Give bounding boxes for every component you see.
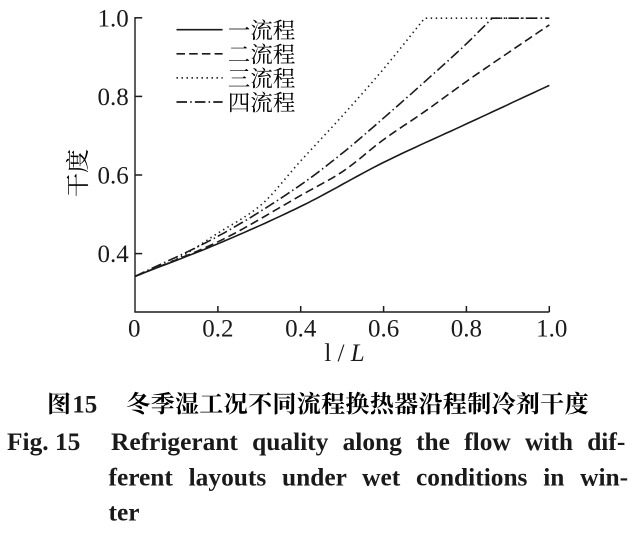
svg-text:ferent layouts under wet condi: ferent layouts under wet conditions in w… xyxy=(109,463,629,491)
svg-text:0.4: 0.4 xyxy=(98,241,130,268)
svg-text:0.4: 0.4 xyxy=(285,316,317,343)
svg-text:1.0: 1.0 xyxy=(98,5,129,32)
svg-text:0.6: 0.6 xyxy=(368,316,399,343)
svg-text:15: 15 xyxy=(72,391,97,418)
svg-text:ter: ter xyxy=(109,498,140,526)
svg-text:0.2: 0.2 xyxy=(202,316,233,343)
svg-text:Refrigerant quality along the: Refrigerant quality along the flow with … xyxy=(111,428,625,456)
svg-text:0: 0 xyxy=(128,316,141,343)
svg-text:Fig. 15: Fig. 15 xyxy=(7,428,80,456)
svg-text:0.8: 0.8 xyxy=(98,84,129,111)
svg-text:1.0: 1.0 xyxy=(536,316,567,343)
svg-text:l / L: l / L xyxy=(324,340,364,367)
svg-text:0.6: 0.6 xyxy=(98,163,129,190)
svg-text:0.8: 0.8 xyxy=(451,316,482,343)
